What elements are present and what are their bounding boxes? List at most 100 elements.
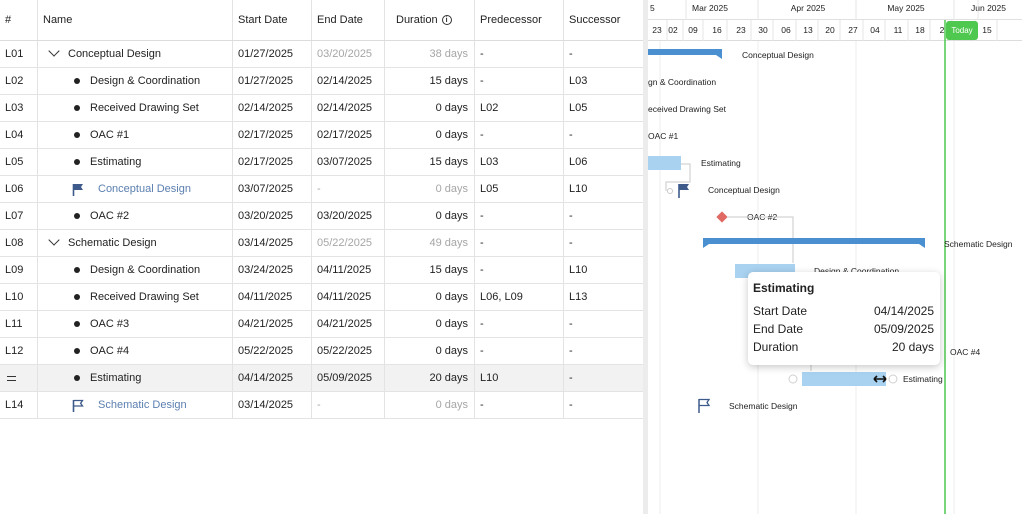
row-name[interactable]: OAC #1: [38, 122, 233, 148]
row-duration[interactable]: 0 days: [385, 338, 475, 364]
row-end-date[interactable]: 03/20/2025: [312, 41, 385, 67]
row-duration[interactable]: 49 days: [385, 230, 475, 256]
row-name[interactable]: Schematic Design: [38, 230, 233, 256]
column-header-id[interactable]: #: [0, 0, 38, 40]
row-start-date[interactable]: 04/11/2025: [233, 284, 312, 310]
row-end-date[interactable]: 03/07/2025: [312, 149, 385, 175]
row-successor[interactable]: L06: [569, 156, 588, 168]
row-predecessor[interactable]: -: [475, 311, 564, 337]
row-end-date[interactable]: 05/22/2025: [312, 230, 385, 256]
row-predecessor[interactable]: -: [475, 392, 564, 418]
table-row[interactable]: L08 Schematic Design 03/14/2025 05/22/2025 4…: [0, 230, 643, 257]
row-duration[interactable]: 0 days: [385, 311, 475, 337]
row-start-date[interactable]: 02/17/2025: [233, 149, 312, 175]
row-start-date[interactable]: 04/14/2025: [233, 365, 312, 391]
table-row[interactable]: L01 Conceptual Design 01/27/2025 03/20/2025…: [0, 41, 643, 68]
row-successor[interactable]: -: [569, 129, 573, 141]
row-successor[interactable]: L10: [569, 264, 588, 276]
row-successor[interactable]: -: [569, 237, 573, 249]
row-start-date[interactable]: 05/22/2025: [233, 338, 312, 364]
row-name[interactable]: OAC #4: [38, 338, 233, 364]
row-duration[interactable]: 15 days: [385, 149, 475, 175]
row-name[interactable]: Design & Coordination: [38, 68, 233, 94]
row-successor[interactable]: -: [569, 372, 573, 384]
row-successor[interactable]: L13: [569, 291, 588, 303]
table-row[interactable]: L11 OAC #3 04/21/2025 04/21/2025 0 days - -: [0, 311, 643, 338]
row-name[interactable]: Conceptual Design: [38, 41, 233, 67]
row-end-date[interactable]: -: [312, 392, 385, 418]
row-duration[interactable]: 0 days: [385, 122, 475, 148]
row-duration[interactable]: 38 days: [385, 41, 475, 67]
table-row[interactable]: L03 Received Drawing Set 02/14/2025 02/14/2…: [0, 95, 643, 122]
drag-handle-icon[interactable]: [7, 375, 16, 381]
row-predecessor[interactable]: -: [475, 122, 564, 148]
row-end-date[interactable]: 04/21/2025: [312, 311, 385, 337]
row-end-date[interactable]: 03/20/2025: [312, 203, 385, 229]
drag-handle[interactable]: [0, 365, 38, 391]
row-end-date[interactable]: 05/22/2025: [312, 338, 385, 364]
row-end-date[interactable]: 02/14/2025: [312, 95, 385, 121]
column-header-duration[interactable]: Duration i: [385, 0, 475, 40]
table-row[interactable]: L12 OAC #4 05/22/2025 05/22/2025 0 days - -: [0, 338, 643, 365]
table-row[interactable]: L07 OAC #2 03/20/2025 03/20/2025 0 days - -: [0, 203, 643, 230]
row-name[interactable]: Estimating: [38, 365, 233, 391]
row-successor[interactable]: L05: [569, 102, 588, 114]
row-duration[interactable]: 15 days: [385, 68, 475, 94]
table-row[interactable]: Estimating 04/14/2025 05/09/2025 20 days L10…: [0, 365, 643, 392]
row-predecessor[interactable]: -: [475, 41, 564, 67]
column-header-name[interactable]: Name: [38, 0, 233, 40]
row-predecessor[interactable]: -: [475, 257, 564, 283]
chevron-down-icon[interactable]: [48, 45, 60, 57]
row-start-date[interactable]: 03/20/2025: [233, 203, 312, 229]
row-successor[interactable]: -: [569, 210, 573, 222]
row-predecessor[interactable]: -: [475, 230, 564, 256]
row-successor[interactable]: -: [569, 318, 573, 330]
row-successor[interactable]: -: [569, 399, 573, 411]
row-start-date[interactable]: 01/27/2025: [233, 68, 312, 94]
row-name[interactable]: Conceptual Design: [38, 176, 233, 202]
row-start-date[interactable]: 01/27/2025: [233, 41, 312, 67]
info-icon[interactable]: i: [441, 15, 452, 25]
row-start-date[interactable]: 04/21/2025: [233, 311, 312, 337]
row-predecessor[interactable]: -: [475, 68, 564, 94]
row-name[interactable]: OAC #2: [38, 203, 233, 229]
row-predecessor[interactable]: L10: [475, 365, 564, 391]
row-duration[interactable]: 20 days: [385, 365, 475, 391]
row-end-date[interactable]: 05/09/2025: [312, 365, 385, 391]
pane-divider[interactable]: [643, 0, 648, 514]
row-end-date[interactable]: 04/11/2025: [312, 284, 385, 310]
row-start-date[interactable]: 03/24/2025: [233, 257, 312, 283]
row-successor[interactable]: -: [569, 48, 573, 60]
row-predecessor[interactable]: L02: [475, 95, 564, 121]
table-row[interactable]: L06 Conceptual Design 03/07/2025-0 days L05…: [0, 176, 643, 203]
row-start-date[interactable]: 03/14/2025: [233, 230, 312, 256]
column-header-start-date[interactable]: Start Date: [233, 0, 312, 40]
row-end-date[interactable]: 02/17/2025: [312, 122, 385, 148]
row-name[interactable]: Received Drawing Set: [38, 284, 233, 310]
row-duration[interactable]: 0 days: [385, 284, 475, 310]
row-name[interactable]: Design & Coordination: [38, 257, 233, 283]
table-row[interactable]: L02 Design & Coordination 01/27/2025 02/14/…: [0, 68, 643, 95]
column-header-predecessor[interactable]: Predecessor: [475, 0, 564, 40]
row-duration[interactable]: 0 days: [385, 203, 475, 229]
row-end-date[interactable]: 02/14/2025: [312, 68, 385, 94]
row-duration[interactable]: 0 days: [385, 176, 475, 202]
column-header-end-date[interactable]: End Date: [312, 0, 385, 40]
table-row[interactable]: L14 Schematic Design 03/14/2025-0 days - -: [0, 392, 643, 419]
row-start-date[interactable]: 02/14/2025: [233, 95, 312, 121]
row-start-date[interactable]: 03/07/2025: [233, 176, 312, 202]
row-end-date[interactable]: 04/11/2025: [312, 257, 385, 283]
chevron-down-icon[interactable]: [48, 234, 60, 246]
column-header-successor[interactable]: Successor: [569, 14, 621, 26]
row-duration[interactable]: 0 days: [385, 392, 475, 418]
table-row[interactable]: L05 Estimating 02/17/2025 03/07/2025 15 days…: [0, 149, 643, 176]
row-start-date[interactable]: 02/17/2025: [233, 122, 312, 148]
row-predecessor[interactable]: -: [475, 338, 564, 364]
row-predecessor[interactable]: L06, L09: [475, 284, 564, 310]
row-end-date[interactable]: -: [312, 176, 385, 202]
row-name[interactable]: Schematic Design: [38, 392, 233, 418]
row-name[interactable]: OAC #3: [38, 311, 233, 337]
row-predecessor[interactable]: -: [475, 203, 564, 229]
row-start-date[interactable]: 03/14/2025: [233, 392, 312, 418]
table-row[interactable]: L09 Design & Coordination 03/24/2025 04/11/…: [0, 257, 643, 284]
